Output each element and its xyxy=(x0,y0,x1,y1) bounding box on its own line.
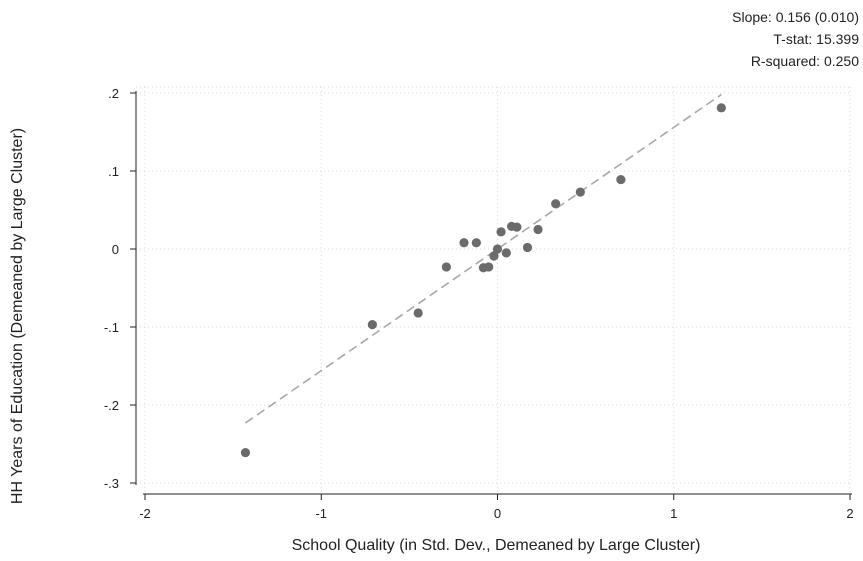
y-tick-label: -.2 xyxy=(104,398,119,413)
y-ticks: -.3 -.2 -.1 0 .1 .2 xyxy=(104,86,136,491)
data-points xyxy=(240,103,726,458)
data-point xyxy=(489,251,499,261)
data-point xyxy=(240,447,251,458)
data-point xyxy=(501,248,511,258)
fit-line xyxy=(245,93,722,424)
data-point xyxy=(459,238,469,248)
data-point xyxy=(716,103,726,113)
data-point xyxy=(551,199,561,209)
x-tick-label: -2 xyxy=(139,506,151,521)
x-tick-label: -1 xyxy=(315,506,327,521)
data-point xyxy=(367,320,377,330)
data-point xyxy=(484,262,494,272)
rsquared-stat: R-squared: 0.250 xyxy=(751,53,859,69)
data-point xyxy=(575,187,585,197)
data-point xyxy=(522,242,533,253)
x-tick-label: 2 xyxy=(846,506,853,521)
data-point xyxy=(441,262,451,272)
y-tick-label: -.3 xyxy=(104,476,119,491)
x-ticks: -2 -1 0 1 2 xyxy=(139,494,854,521)
x-tick-label: 1 xyxy=(670,506,677,521)
x-axis-title: School Quality (in Std. Dev., Demeaned b… xyxy=(292,537,701,554)
slope-stat: Slope: 0.156 (0.010) xyxy=(732,9,859,25)
data-point xyxy=(616,174,626,185)
y-axis-title: HH Years of Education (Demeaned by Large… xyxy=(9,128,26,504)
data-point xyxy=(471,238,481,248)
axes xyxy=(135,91,852,495)
y-tick-label: -.1 xyxy=(104,320,119,335)
fit-line-group xyxy=(245,93,722,424)
data-point xyxy=(496,227,506,237)
data-point xyxy=(413,308,423,318)
y-tick-label: .2 xyxy=(108,86,119,101)
x-tick-label: 0 xyxy=(494,506,501,521)
y-tick-label: 0 xyxy=(112,242,119,257)
data-point xyxy=(533,224,543,235)
y-tick-label: .1 xyxy=(108,164,119,179)
data-point xyxy=(492,244,503,254)
data-point xyxy=(512,222,522,232)
tstat-stat: T-stat: 15.399 xyxy=(773,31,859,47)
grid-lines xyxy=(136,86,851,494)
